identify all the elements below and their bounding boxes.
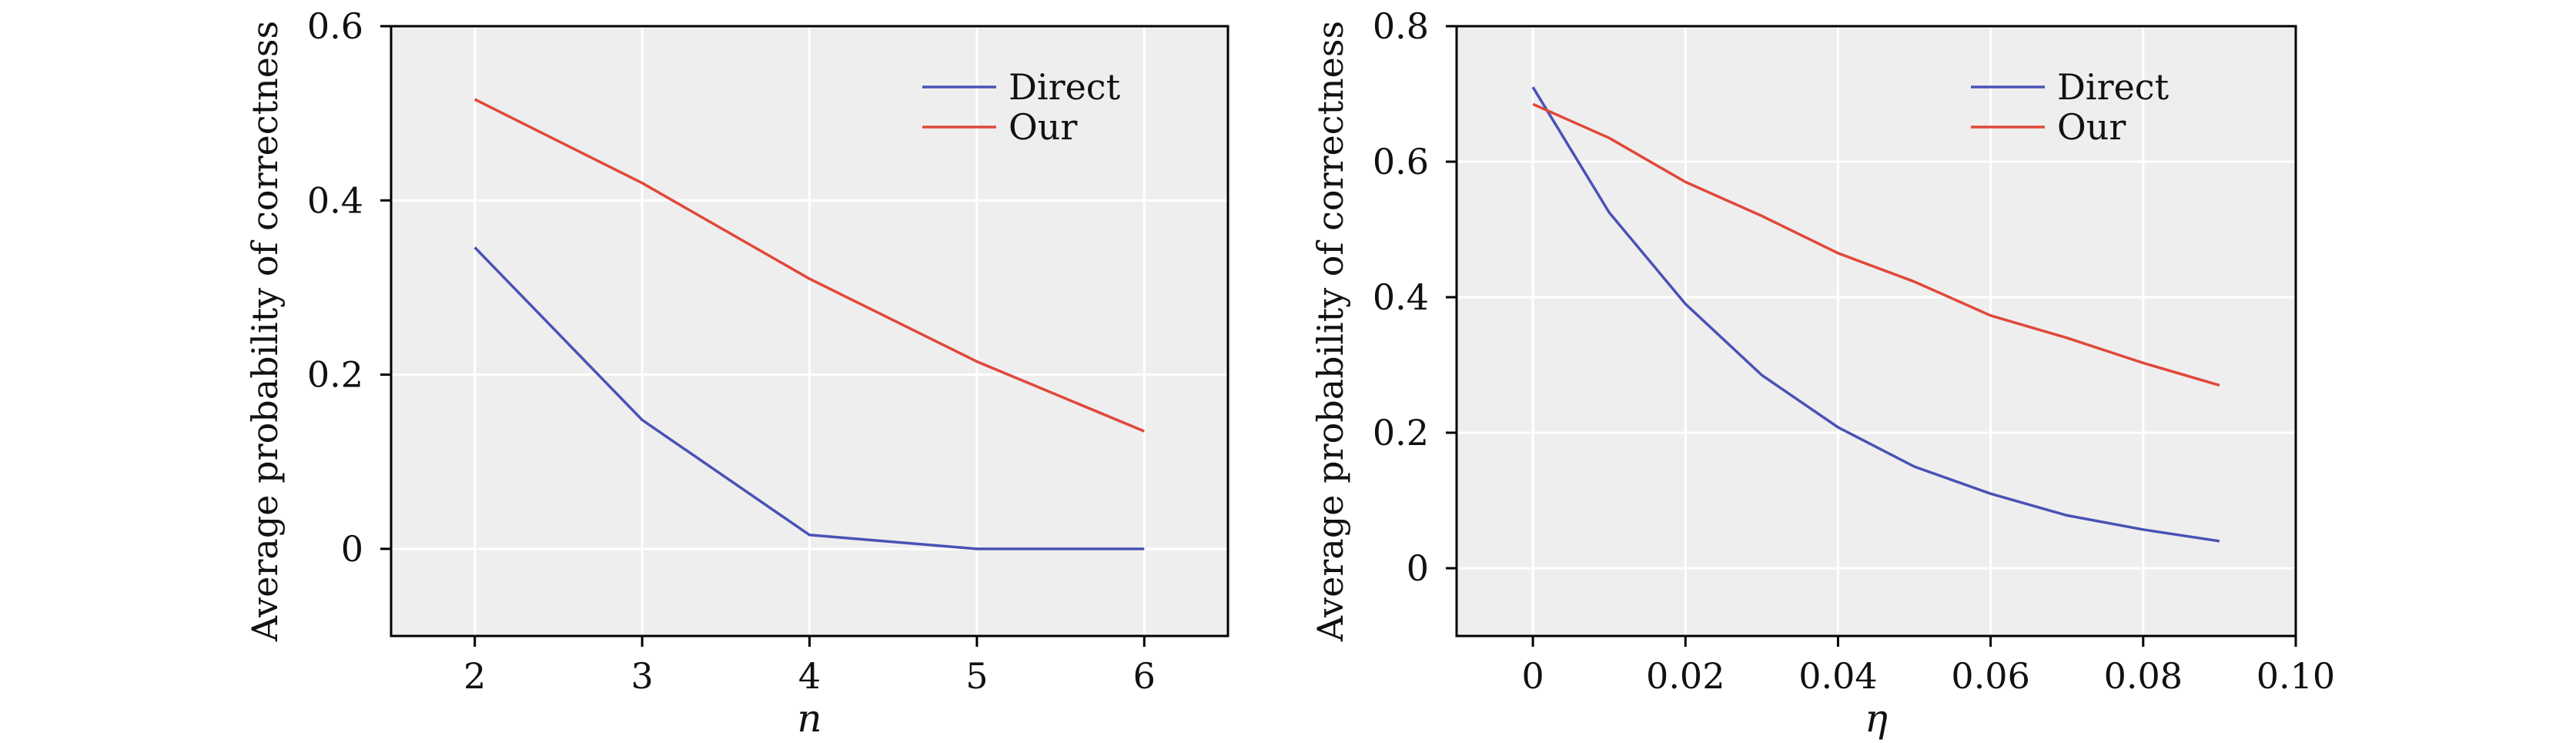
series-line-our xyxy=(1532,102,2220,387)
y-tick-label: 0 xyxy=(1407,547,1429,589)
chart-right: 0 0.02 0.04 0.06 0.08 0.10 0 0.2 0.4 0.6 0.8 η Avera… xyxy=(1310,5,2335,741)
plot-area xyxy=(1457,26,2296,636)
x-tick-label: 0.06 xyxy=(1951,655,2029,697)
y-tick-label: 0.2 xyxy=(307,354,363,396)
x-tick-label: 0.10 xyxy=(2257,655,2335,697)
chart-left: 2 3 4 5 6 0 0.2 0.4 0.6 n Average probability of c… xyxy=(244,5,1229,741)
legend-label-direct: Direct xyxy=(2057,66,2170,108)
series-line-direct xyxy=(473,246,1145,551)
y-tick-label: 0.8 xyxy=(1373,5,1429,47)
legend-label-our: Our xyxy=(1009,106,1077,148)
y-tick-label: 0.6 xyxy=(1373,141,1429,182)
x-tick-label: 0.04 xyxy=(1798,655,1877,697)
x-tick-label: 0.08 xyxy=(2104,655,2183,697)
x-tick-label: 4 xyxy=(798,655,821,697)
plot-frame xyxy=(1455,25,2297,638)
y-tick-label: 0.2 xyxy=(1373,412,1429,453)
y-axis-label: Average probability of correctness xyxy=(1310,21,1351,642)
y-tick-label: 0.4 xyxy=(1373,276,1429,318)
series-line-direct xyxy=(1531,86,2220,543)
legend-label-direct: Direct xyxy=(1009,66,1121,108)
x-axis-label: n xyxy=(797,696,821,741)
y-tick-label: 0 xyxy=(341,528,363,570)
y-tick-label: 0.4 xyxy=(307,179,363,221)
y-axis-label: Average probability of correctness xyxy=(244,21,286,642)
x-tick-label: 0 xyxy=(1521,655,1544,697)
series-line-our xyxy=(473,98,1145,433)
x-tick-label: 6 xyxy=(1133,655,1156,697)
x-tick-label: 3 xyxy=(631,655,653,697)
x-tick-label: 5 xyxy=(965,655,988,697)
legend-label-our: Our xyxy=(2057,106,2126,148)
x-axis-label: η xyxy=(1865,696,1888,741)
y-tick-label: 0.6 xyxy=(307,5,363,47)
x-tick-label: 2 xyxy=(463,655,486,697)
x-tick-label: 0.02 xyxy=(1646,655,1725,697)
